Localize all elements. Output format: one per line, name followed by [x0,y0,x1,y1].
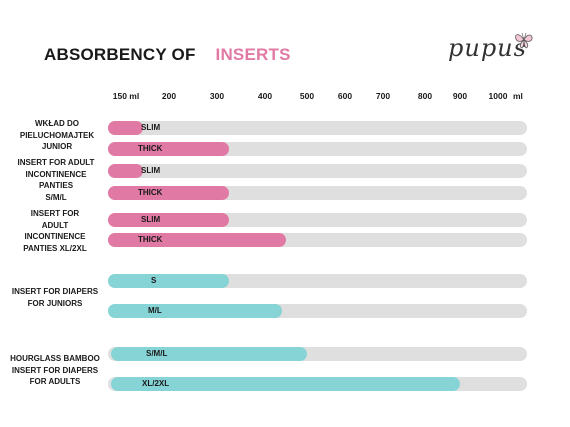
title-part-2: INSERTS [215,45,291,64]
bar-label: XL/2XL [142,379,170,388]
bar-label: SLIM [141,123,161,132]
group-label: INSERT FOR DIAPERS FOR JUNIORS [11,287,99,308]
bar-fill [108,186,229,200]
bar-fill [108,213,229,227]
x-tick-label: 500 [299,91,315,101]
bar-label: M/L [148,306,162,315]
group-label: HOURGLASS BAMBOO INSERT FOR DIAPERS FOR … [10,354,100,386]
butterfly-icon [515,32,533,49]
logo-text: pupus [448,34,527,62]
title-part-1: ABSORBENCY OF [44,45,196,64]
bar-label: SLIM [141,215,161,224]
x-tick-label: 150 ml [112,91,140,101]
bar-label: S [151,276,157,285]
group-label: INSERT FOR ADULT INCONTINENCE PANTIES XL… [23,209,87,253]
brand-logo: pupus [440,30,535,70]
bar-label: THICK [138,188,163,197]
x-tick-label: 700 [375,91,391,101]
bar-label: S/M/L [146,349,168,358]
bar-fill [108,304,282,318]
bar-fill [111,347,307,361]
x-tick-label: 400 [257,91,273,101]
bar-label: SLIM [141,166,161,175]
x-tick-label: 900 [452,91,468,101]
group-label: WKŁAD DO PIELUCHOMAJTEK JUNIOR [19,119,95,151]
x-tick-label: 300 [209,91,225,101]
bar-fill [108,274,229,288]
x-tick-label: 600 [337,91,353,101]
x-axis-unit: ml [513,91,523,101]
x-tick-label: 800 [417,91,433,101]
bar-fill [111,377,460,391]
bar-label: THICK [138,144,163,153]
x-tick-label: 200 [161,91,177,101]
bar-fill [108,142,229,156]
x-tick-label: 1000 [488,91,508,101]
bar-label: THICK [138,235,163,244]
bar-track [108,121,527,135]
bar-fill [108,233,286,247]
bar-fill [108,121,144,135]
chart-title: ABSORBENCY OF INSERTS [44,45,291,65]
bar-track [108,164,527,178]
group-label: INSERT FOR ADULT INCONTINENCE PANTIES S/… [17,158,95,202]
bar-fill [108,164,144,178]
